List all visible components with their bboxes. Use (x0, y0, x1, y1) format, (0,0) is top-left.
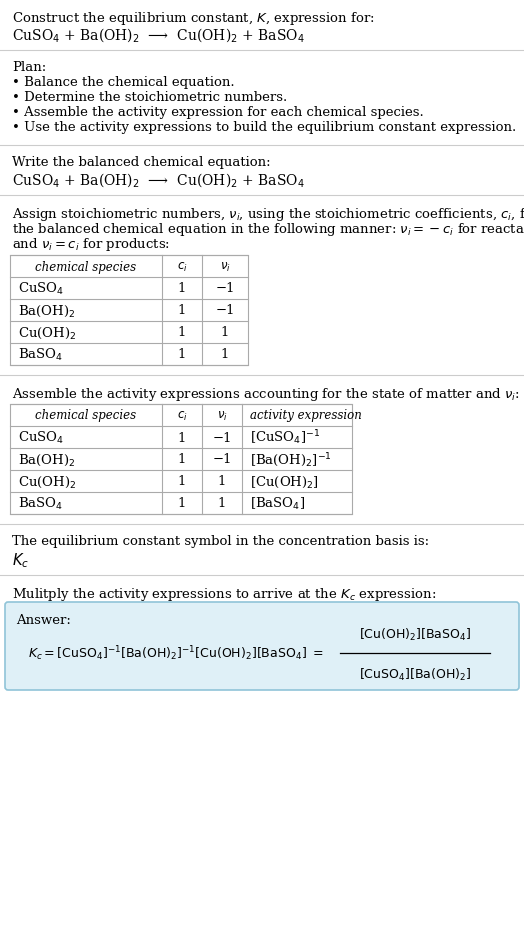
Text: Assemble the activity expressions accounting for the state of matter and $\nu_i$: Assemble the activity expressions accoun… (12, 386, 520, 403)
Text: $[\mathrm{CuSO_4}][\mathrm{Ba(OH)_2}]$: $[\mathrm{CuSO_4}][\mathrm{Ba(OH)_2}]$ (359, 666, 471, 683)
Text: 1: 1 (178, 453, 186, 466)
Text: chemical species: chemical species (36, 409, 137, 422)
Text: [Ba(OH)$_2$]$^{-1}$: [Ba(OH)$_2$]$^{-1}$ (250, 450, 332, 468)
Text: −1: −1 (215, 305, 235, 317)
Text: BaSO$_4$: BaSO$_4$ (18, 347, 63, 363)
FancyBboxPatch shape (5, 603, 519, 690)
Text: The equilibrium constant symbol in the concentration basis is:: The equilibrium constant symbol in the c… (12, 534, 429, 547)
Text: Write the balanced chemical equation:: Write the balanced chemical equation: (12, 156, 270, 169)
Text: 1: 1 (178, 431, 186, 444)
Text: 1: 1 (178, 475, 186, 488)
Text: CuSO$_4$: CuSO$_4$ (18, 281, 64, 297)
Text: 1: 1 (178, 348, 186, 361)
Text: and $\nu_i = c_i$ for products:: and $\nu_i = c_i$ for products: (12, 236, 170, 252)
Text: [Cu(OH)$_2$]: [Cu(OH)$_2$] (250, 474, 319, 489)
Text: −1: −1 (215, 282, 235, 295)
Text: Answer:: Answer: (16, 613, 71, 626)
Text: CuSO$_4$ + Ba(OH)$_2$  ⟶  Cu(OH)$_2$ + BaSO$_4$: CuSO$_4$ + Ba(OH)$_2$ ⟶ Cu(OH)$_2$ + BaS… (12, 170, 304, 188)
Text: $c_i$: $c_i$ (177, 260, 188, 273)
Text: −1: −1 (212, 431, 232, 444)
Text: chemical species: chemical species (36, 260, 137, 273)
Text: 1: 1 (178, 497, 186, 510)
Text: −1: −1 (212, 453, 232, 466)
Bar (10, 405, 352, 514)
Text: 1: 1 (221, 327, 229, 339)
Text: • Determine the stoichiometric numbers.: • Determine the stoichiometric numbers. (12, 90, 287, 104)
Text: Assign stoichiometric numbers, $\nu_i$, using the stoichiometric coefficients, $: Assign stoichiometric numbers, $\nu_i$, … (12, 206, 524, 223)
Text: CuSO$_4$: CuSO$_4$ (18, 429, 64, 446)
Text: $\nu_i$: $\nu_i$ (216, 409, 227, 422)
Text: Plan:: Plan: (12, 61, 46, 74)
Text: 1: 1 (218, 475, 226, 488)
Text: • Assemble the activity expression for each chemical species.: • Assemble the activity expression for e… (12, 106, 424, 119)
Text: 1: 1 (178, 305, 186, 317)
Text: • Balance the chemical equation.: • Balance the chemical equation. (12, 76, 235, 89)
Text: • Use the activity expressions to build the equilibrium constant expression.: • Use the activity expressions to build … (12, 121, 516, 134)
Text: Ba(OH)$_2$: Ba(OH)$_2$ (18, 303, 75, 318)
Text: CuSO$_4$ + Ba(OH)$_2$  ⟶  Cu(OH)$_2$ + BaSO$_4$: CuSO$_4$ + Ba(OH)$_2$ ⟶ Cu(OH)$_2$ + BaS… (12, 26, 304, 44)
Text: Ba(OH)$_2$: Ba(OH)$_2$ (18, 452, 75, 467)
Text: 1: 1 (218, 497, 226, 510)
Text: BaSO$_4$: BaSO$_4$ (18, 495, 63, 511)
Text: $[\mathrm{Cu(OH)_2}][\mathrm{BaSO_4}]$: $[\mathrm{Cu(OH)_2}][\mathrm{BaSO_4}]$ (359, 626, 471, 643)
Text: Construct the equilibrium constant, $K$, expression for:: Construct the equilibrium constant, $K$,… (12, 10, 375, 27)
Text: Cu(OH)$_2$: Cu(OH)$_2$ (18, 325, 77, 340)
Text: 1: 1 (178, 282, 186, 295)
Text: Cu(OH)$_2$: Cu(OH)$_2$ (18, 474, 77, 489)
Text: $c_i$: $c_i$ (177, 409, 188, 422)
Text: activity expression: activity expression (250, 409, 362, 422)
Text: [CuSO$_4$]$^{-1}$: [CuSO$_4$]$^{-1}$ (250, 428, 320, 446)
Bar (10, 256, 248, 366)
Text: $K_c = [\mathrm{CuSO_4}]^{-1}[\mathrm{Ba(OH)_2}]^{-1}[\mathrm{Cu(OH)_2}][\mathrm: $K_c = [\mathrm{CuSO_4}]^{-1}[\mathrm{Ba… (28, 644, 324, 663)
Text: $K_c$: $K_c$ (12, 550, 29, 569)
Text: 1: 1 (221, 348, 229, 361)
Text: Mulitply the activity expressions to arrive at the $K_c$ expression:: Mulitply the activity expressions to arr… (12, 585, 436, 603)
Text: the balanced chemical equation in the following manner: $\nu_i = -c_i$ for react: the balanced chemical equation in the fo… (12, 221, 524, 238)
Text: 1: 1 (178, 327, 186, 339)
Text: $\nu_i$: $\nu_i$ (220, 260, 231, 273)
Text: [BaSO$_4$]: [BaSO$_4$] (250, 495, 305, 511)
